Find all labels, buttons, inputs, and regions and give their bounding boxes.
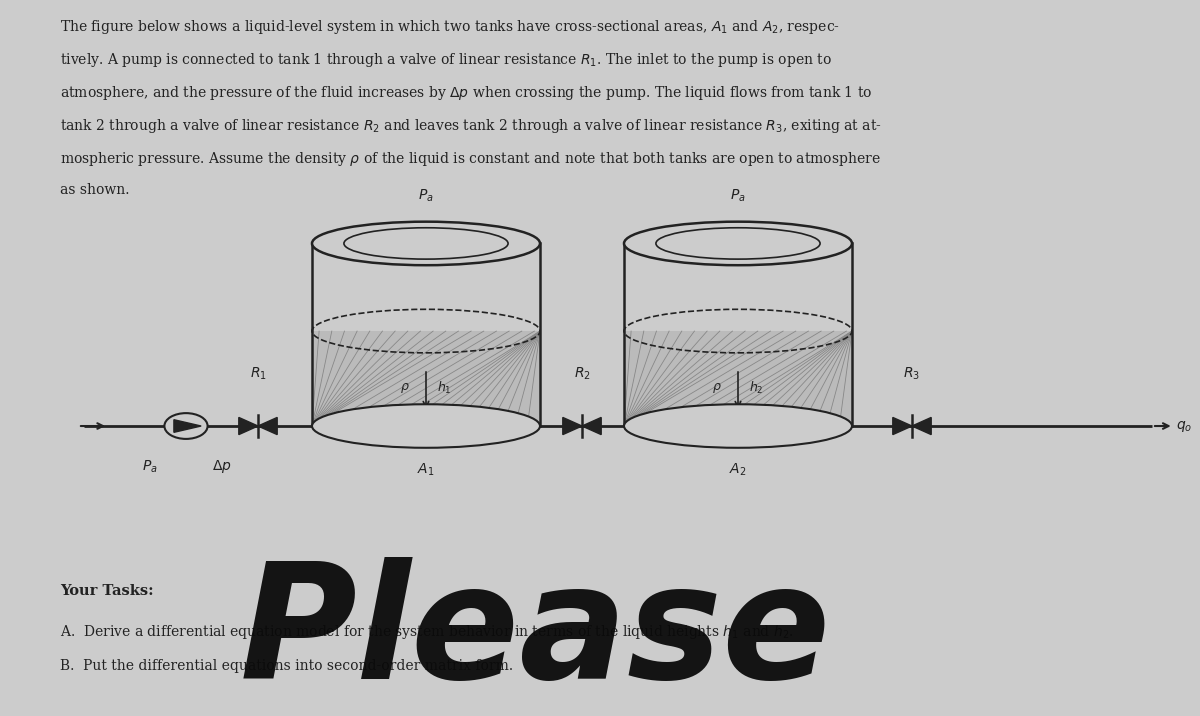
Ellipse shape [312,222,540,265]
Text: $A_1$: $A_1$ [418,462,434,478]
Text: $A_2$: $A_2$ [730,462,746,478]
Text: $P_a$: $P_a$ [730,188,746,204]
Text: $\rho$: $\rho$ [712,381,721,395]
Text: The figure below shows a liquid-level system in which two tanks have cross-secti: The figure below shows a liquid-level sy… [60,18,840,36]
Polygon shape [174,420,202,432]
Polygon shape [893,417,912,435]
Text: atmosphere, and the pressure of the fluid increases by $\Delta p$ when crossing : atmosphere, and the pressure of the flui… [60,84,872,102]
Text: $h_1$: $h_1$ [437,380,451,396]
Polygon shape [239,417,258,435]
Text: mospheric pressure. Assume the density $\rho$ of the liquid is constant and note: mospheric pressure. Assume the density $… [60,150,881,168]
Bar [624,331,852,426]
Ellipse shape [312,405,540,448]
Text: $h_2$: $h_2$ [749,380,763,396]
Text: A.  Derive a differential equation model for the system behavior in terms of the: A. Derive a differential equation model … [60,623,793,641]
Text: $P_a$: $P_a$ [142,458,158,475]
Text: $R_1$: $R_1$ [250,366,266,382]
Text: as shown.: as shown. [60,183,130,197]
Text: $q_o$: $q_o$ [1176,419,1193,433]
Text: Please: Please [240,558,832,712]
Circle shape [164,413,208,439]
Text: B.  Put the differential equations into second-order matrix form.: B. Put the differential equations into s… [60,659,514,673]
Ellipse shape [624,222,852,265]
Bar [312,331,540,426]
Text: $R_3$: $R_3$ [904,366,920,382]
Polygon shape [582,417,601,435]
Text: tively. A pump is connected to tank 1 through a valve of linear resistance $R_1$: tively. A pump is connected to tank 1 th… [60,51,832,69]
Text: $\Delta p$: $\Delta p$ [212,458,232,475]
Polygon shape [258,417,277,435]
Text: $\rho$: $\rho$ [400,381,409,395]
Polygon shape [912,417,931,435]
Text: tank 2 through a valve of linear resistance $R_2$ and leaves tank 2 through a va: tank 2 through a valve of linear resista… [60,117,882,135]
Text: $R_2$: $R_2$ [574,366,590,382]
Ellipse shape [624,405,852,448]
Text: Your Tasks:: Your Tasks: [60,584,154,598]
Polygon shape [563,417,582,435]
Text: $P_a$: $P_a$ [418,188,434,204]
